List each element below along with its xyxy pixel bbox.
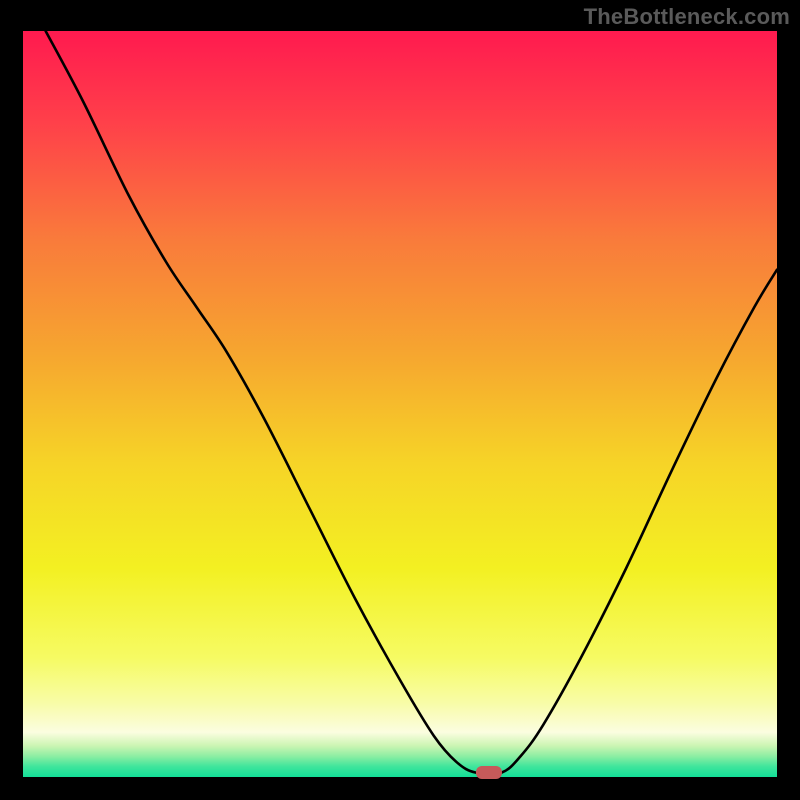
- chart-frame: TheBottleneck.com: [0, 0, 800, 800]
- watermark-text: TheBottleneck.com: [584, 4, 790, 30]
- optimal-point-marker: [476, 766, 502, 779]
- chart-background-gradient: [23, 31, 777, 777]
- bottleneck-chart: [0, 0, 800, 800]
